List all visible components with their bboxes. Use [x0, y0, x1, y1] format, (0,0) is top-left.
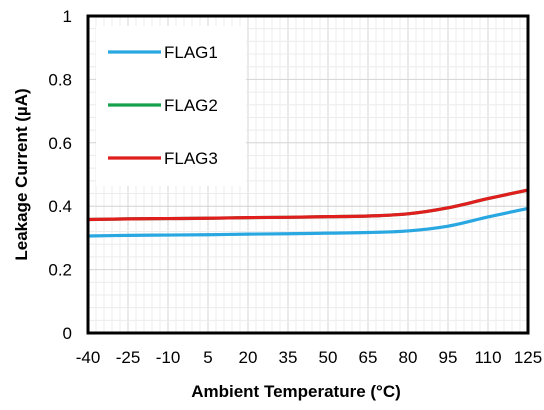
- x-tick-labels: -40 -25 -10 5 20 35 50 65 80 95 110 125: [76, 348, 542, 367]
- y-tick-label: 0: [63, 324, 72, 343]
- series-line-flag3: [86, 188, 530, 222]
- x-tick-label: 35: [279, 348, 298, 367]
- legend: FLAG1 FLAG2 FLAG3: [108, 43, 218, 168]
- y-tick-label: 0.8: [48, 70, 72, 89]
- legend-label-flag3: FLAG3: [164, 149, 218, 168]
- legend-label-flag1: FLAG1: [164, 43, 218, 62]
- y-tick-label: 1: [63, 7, 72, 26]
- y-tick-label: 0.6: [48, 134, 72, 153]
- x-tick-label: 110: [474, 348, 501, 367]
- y-axis-title: Leakage Current (µA): [12, 88, 31, 260]
- series-layer: [86, 188, 530, 238]
- x-axis-title: Ambient Temperature (°C): [191, 382, 401, 401]
- y-tick-label: 0.2: [48, 261, 72, 280]
- x-tick-label: 125: [514, 348, 542, 367]
- x-tick-label: 5: [203, 348, 212, 367]
- plot-frame: [86, 14, 530, 335]
- series-line-flag1: [86, 206, 530, 238]
- x-tick-label: 80: [399, 348, 418, 367]
- x-tick-label: 95: [439, 348, 458, 367]
- x-tick-label: -25: [116, 348, 141, 367]
- y-tick-label: 0.4: [48, 197, 72, 216]
- x-tick-label: -10: [156, 348, 181, 367]
- x-tick-label: 50: [319, 348, 338, 367]
- legend-label-flag2: FLAG2: [164, 96, 218, 115]
- x-tick-label: 65: [359, 348, 378, 367]
- y-tick-labels: 0 0.2 0.4 0.6 0.8 1: [48, 7, 72, 343]
- x-tick-label: 20: [239, 348, 258, 367]
- x-tick-label: -40: [76, 348, 101, 367]
